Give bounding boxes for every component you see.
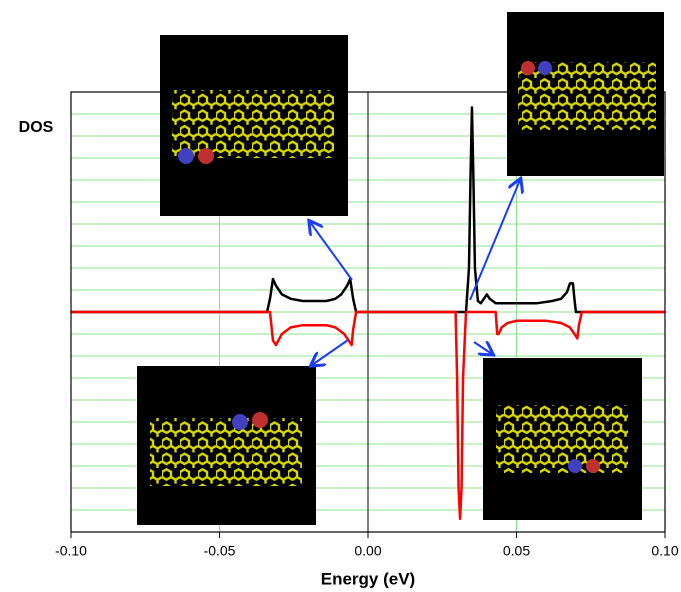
inset-4 bbox=[483, 358, 642, 520]
x-tick-label: 0.10 bbox=[651, 543, 678, 559]
page: DOS Energy (eV) -0.10-0.050.000.050.10 (… bbox=[0, 0, 681, 592]
inset-3 bbox=[137, 366, 316, 525]
x-axis-label: Energy (eV) bbox=[321, 569, 415, 588]
x-tick-label: 0.00 bbox=[354, 543, 381, 559]
inset-1 bbox=[160, 35, 348, 216]
ticks: -0.10 -0.05 0.00 0.05 0.10 bbox=[55, 532, 679, 559]
x-tick-label: -0.05 bbox=[204, 543, 236, 559]
inset-2 bbox=[507, 12, 664, 176]
x-tick-label: -0.10 bbox=[55, 543, 87, 559]
chart: DOS Energy (eV) -0.10 -0.05 0.00 0.05 0.10 bbox=[0, 0, 681, 592]
y-axis-label: DOS bbox=[19, 119, 54, 136]
x-tick-label: 0.05 bbox=[503, 543, 530, 559]
